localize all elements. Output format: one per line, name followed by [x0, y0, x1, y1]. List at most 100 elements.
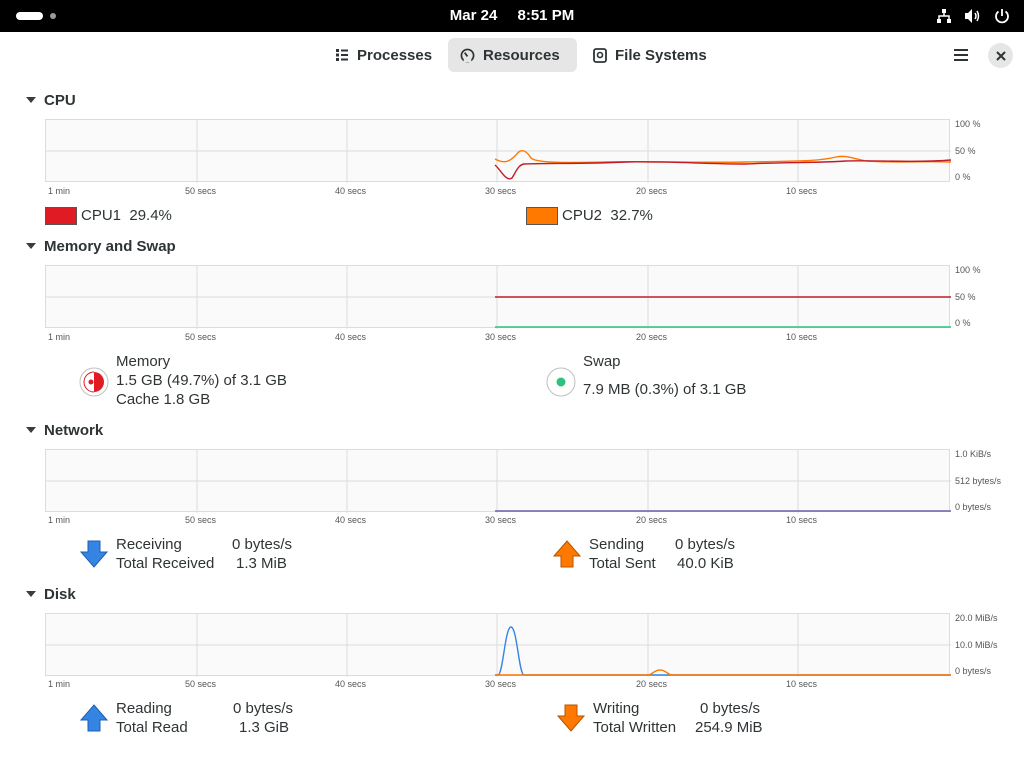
- total-written-value: 254.9 MiB: [695, 719, 763, 736]
- clock[interactable]: Mar 24 8:51 PM: [0, 0, 1024, 32]
- workspace-dot[interactable]: [50, 13, 56, 19]
- disk-x-label: 30 secs: [485, 679, 517, 689]
- tab-resources-label: Resources: [483, 46, 560, 64]
- memory-pie-icon[interactable]: [78, 366, 110, 398]
- cpu1-legend: CPU1 29.4%: [81, 207, 172, 224]
- total-received-value: 1.3 MiB: [236, 555, 287, 572]
- network-x-label: 30 secs: [485, 515, 517, 525]
- disk-y-label: 0 bytes/s: [955, 666, 992, 676]
- receiving-label: Receiving: [116, 536, 182, 553]
- cpu-x-label: 10 secs: [786, 186, 818, 196]
- tab-resources[interactable]: Resources: [448, 38, 577, 72]
- hamburger-icon: [954, 49, 968, 61]
- writing-value: 0 bytes/s: [700, 700, 761, 717]
- swap-usage-value: 7.9 MB (0.3%) of 3.1 GB: [583, 381, 747, 398]
- cpu-x-label: 40 secs: [335, 186, 367, 196]
- cpu1-label: CPU1: [81, 207, 122, 224]
- network-x-label: 1 min: [48, 515, 71, 525]
- cpu2-value: 32.7%: [610, 207, 653, 224]
- expander-arrow-icon: [26, 591, 36, 597]
- disk-icon: [593, 47, 607, 63]
- total-sent-label: Total Sent: [589, 555, 656, 572]
- memory-x-label: 1 min: [48, 332, 71, 342]
- memory-title: Memory and Swap: [44, 237, 176, 255]
- writing-arrow-icon[interactable]: [556, 704, 586, 732]
- total-read-label: Total Read: [116, 719, 188, 736]
- reading-label: Reading: [116, 700, 172, 717]
- disk-x-label: 50 secs: [185, 679, 217, 689]
- time-label: 8:51 PM: [517, 7, 575, 24]
- sending-arrow-icon[interactable]: [552, 540, 582, 568]
- cpu2-color-swatch[interactable]: [526, 207, 558, 225]
- swap-pie-icon[interactable]: [545, 366, 577, 398]
- reading-value: 0 bytes/s: [233, 700, 294, 717]
- date-label: Mar 24: [449, 7, 498, 24]
- reading-arrow-icon[interactable]: [79, 704, 109, 732]
- network-x-label: 20 secs: [636, 515, 668, 525]
- swap-label: Swap: [583, 353, 621, 370]
- tab-processes-label: Processes: [357, 46, 433, 64]
- cpu-y-label: 0 %: [955, 172, 971, 182]
- network-graph: [45, 449, 951, 513]
- network-section-header[interactable]: Network: [26, 420, 103, 440]
- memory-y-label: 0 %: [955, 318, 971, 328]
- network-y-label: 1.0 KiB/s: [955, 449, 992, 459]
- expander-arrow-icon: [26, 97, 36, 103]
- disk-section-header[interactable]: Disk: [26, 584, 76, 604]
- network-y-label: 0 bytes/s: [955, 502, 992, 512]
- header-bar: Processes Resources File Systems: [0, 32, 1024, 78]
- memory-x-label: 10 secs: [786, 332, 818, 342]
- close-icon: [995, 50, 1006, 61]
- memory-y-label: 50 %: [955, 292, 976, 302]
- cpu-y-label: 100 %: [955, 119, 981, 129]
- cpu-y-label: 50 %: [955, 146, 976, 156]
- total-read-value: 1.3 GiB: [239, 719, 290, 736]
- tab-file-systems[interactable]: File Systems: [581, 38, 719, 72]
- receiving-arrow-icon[interactable]: [79, 540, 109, 568]
- cpu2-legend: CPU2 32.7%: [562, 207, 653, 224]
- network-y-label: 512 bytes/s: [955, 476, 1002, 486]
- disk-read-line: [495, 626, 951, 676]
- disk-y-label: 20.0 MiB/s: [955, 613, 998, 623]
- writing-label: Writing: [593, 700, 640, 717]
- cpu-x-label: 20 secs: [636, 186, 668, 196]
- disk-graph: [45, 613, 951, 677]
- sending-value: 0 bytes/s: [675, 536, 736, 553]
- memory-x-label: 50 secs: [185, 332, 217, 342]
- list-icon: [336, 49, 348, 61]
- cpu-section-header[interactable]: CPU: [26, 90, 76, 110]
- close-button[interactable]: [988, 43, 1013, 68]
- memory-cache-value: Cache 1.8 GB: [116, 391, 211, 408]
- cpu2-label: CPU2: [562, 207, 603, 224]
- cpu1-color-swatch[interactable]: [45, 207, 77, 225]
- expander-arrow-icon: [26, 243, 36, 249]
- speedometer-icon: [460, 48, 475, 62]
- memory-label: Memory: [116, 353, 171, 370]
- network-x-label: 50 secs: [185, 515, 217, 525]
- disk-x-label: 1 min: [48, 679, 71, 689]
- disk-x-label: 40 secs: [335, 679, 367, 689]
- volume-icon: [965, 9, 980, 23]
- main-menu-button[interactable]: [946, 40, 976, 70]
- disk-x-label: 10 secs: [786, 679, 818, 689]
- memory-usage-value: 1.5 GB (49.7%) of 3.1 GB: [116, 372, 287, 389]
- tab-processes[interactable]: Processes: [323, 38, 444, 72]
- disk-title: Disk: [44, 585, 76, 603]
- cpu-title: CPU: [44, 91, 76, 109]
- cpu-x-label: 50 secs: [185, 186, 217, 196]
- memory-y-label: 100 %: [955, 265, 981, 275]
- activities-indicator[interactable]: [16, 12, 43, 20]
- sending-label: Sending: [589, 536, 645, 553]
- memory-section-header[interactable]: Memory and Swap: [26, 236, 176, 256]
- network-x-label: 40 secs: [335, 515, 367, 525]
- network-x-label: 10 secs: [786, 515, 818, 525]
- expander-arrow-icon: [26, 427, 36, 433]
- total-received-label: Total Received: [116, 555, 215, 572]
- cpu1-value: 29.4%: [129, 207, 172, 224]
- cpu1-line: [494, 159, 951, 180]
- network-icon: [937, 9, 951, 23]
- cpu-x-label: 1 min: [48, 186, 71, 196]
- disk-write-line: [495, 669, 951, 676]
- memory-graph: [45, 265, 951, 329]
- system-status-area[interactable]: [936, 6, 1010, 26]
